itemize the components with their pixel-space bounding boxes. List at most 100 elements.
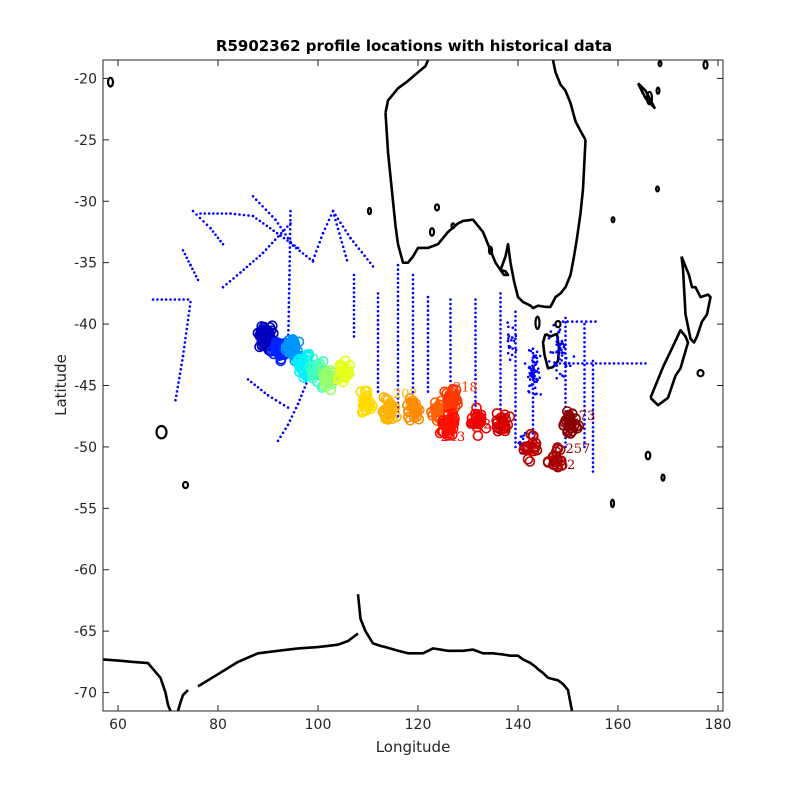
historical-point [537, 371, 541, 374]
historical-point [344, 229, 347, 232]
historical-point [288, 255, 292, 258]
historical-point [366, 258, 369, 261]
historical-point [583, 409, 586, 412]
historical-point [225, 283, 228, 286]
historical-point [426, 354, 430, 357]
historical-point [558, 362, 562, 365]
historical-point [474, 355, 477, 359]
historical-point [514, 373, 517, 377]
historical-point [531, 396, 535, 400]
historical-point [564, 441, 567, 444]
historical-point [258, 254, 262, 257]
historical-point [531, 405, 535, 409]
historical-point [179, 368, 183, 371]
island-outline [487, 245, 494, 256]
island-outline [655, 86, 661, 95]
historical-point [286, 423, 290, 427]
historical-point [426, 322, 430, 326]
historical-point [288, 232, 292, 236]
historical-point [449, 302, 452, 306]
historical-point [411, 386, 415, 389]
historical-point [514, 378, 517, 381]
historical-point [449, 325, 452, 329]
historical-point [555, 340, 558, 343]
historical-point [289, 209, 292, 213]
historical-point [583, 391, 586, 394]
historical-point [449, 307, 452, 310]
historical-point [274, 398, 278, 402]
historical-point [538, 376, 541, 380]
historical-point [178, 376, 181, 380]
historical-point [514, 427, 517, 431]
coastline-segment [551, 60, 587, 141]
historical-point [514, 405, 517, 408]
historical-point [564, 387, 567, 391]
historical-point [411, 368, 415, 371]
historical-point [639, 362, 643, 365]
historical-point [268, 227, 272, 230]
historical-point [561, 320, 565, 323]
historical-point [288, 419, 292, 422]
coastline-segment [197, 645, 319, 688]
historical-point [288, 260, 292, 263]
historical-point [474, 346, 477, 350]
historical-point [599, 362, 602, 365]
historical-point [531, 359, 534, 362]
historical-point [376, 368, 380, 371]
historical-point [246, 378, 250, 381]
historical-point [499, 394, 502, 398]
historical-point [474, 329, 477, 332]
historical-point [591, 390, 595, 394]
historical-point [426, 345, 430, 348]
historical-point [305, 382, 308, 385]
island-outline [696, 369, 705, 378]
historical-point [411, 300, 415, 304]
profile-marker [522, 453, 534, 465]
historical-point [352, 240, 355, 243]
historical-point [286, 236, 290, 240]
profile-marker [447, 408, 459, 419]
historical-point [522, 434, 525, 437]
historical-point [499, 341, 502, 344]
historical-point [352, 278, 356, 281]
historical-point [212, 212, 215, 215]
historical-point [474, 351, 477, 354]
historical-point [411, 341, 415, 344]
historical-point [514, 409, 517, 413]
historical-point [514, 346, 517, 350]
profile-cluster-core [259, 330, 272, 343]
historical-point [426, 376, 430, 380]
island-outline [450, 222, 456, 230]
historical-point [376, 345, 380, 349]
historical-point [531, 347, 535, 351]
historical-point [507, 325, 510, 329]
historical-point [426, 295, 430, 299]
profile-marker [472, 430, 484, 442]
historical-point [531, 351, 535, 355]
historical-point [514, 348, 518, 352]
coastline-segment [384, 60, 431, 114]
historical-point [564, 347, 567, 351]
historical-point [555, 376, 558, 380]
historical-point [251, 214, 255, 218]
historical-point [376, 354, 380, 358]
historical-point [281, 229, 285, 232]
historical-point [270, 241, 274, 245]
historical-point [261, 251, 265, 255]
y-tick-label: -35 [74, 256, 97, 272]
historical-point [352, 335, 356, 338]
x-tick-label: 140 [505, 717, 532, 733]
historical-point [263, 391, 267, 395]
profile-number-label: 236 [483, 417, 508, 432]
chart-title: R5902362 profile locations with historic… [216, 37, 612, 55]
historical-point [396, 374, 400, 378]
historical-point [449, 357, 452, 360]
historical-point [376, 314, 380, 318]
historical-point [376, 301, 380, 304]
historical-point [321, 231, 325, 235]
historical-point [396, 299, 400, 303]
historical-point [336, 217, 340, 221]
historical-point [526, 375, 530, 379]
historical-point [352, 286, 356, 290]
historical-point [396, 263, 400, 267]
